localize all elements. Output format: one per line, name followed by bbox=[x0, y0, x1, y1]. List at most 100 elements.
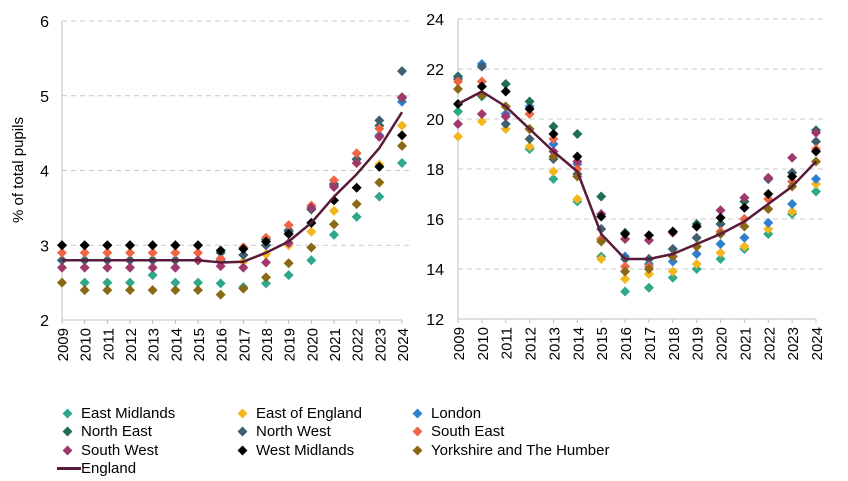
x-tick-label: 2010 bbox=[78, 328, 95, 361]
x-tick-label: 2023 bbox=[372, 328, 389, 361]
y-tick-label: 2 bbox=[40, 313, 49, 330]
marker-west-midlands bbox=[283, 229, 294, 240]
marker-south-west bbox=[715, 205, 726, 216]
marker-west-midlands bbox=[215, 245, 226, 256]
marker-east-of-england bbox=[691, 259, 702, 269]
marker-west-midlands bbox=[524, 104, 535, 114]
marker-south-west bbox=[787, 152, 798, 163]
x-tick-label: 2011 bbox=[100, 328, 117, 360]
marker-yorkshire-and-the-humber bbox=[79, 285, 90, 296]
marker-north-east bbox=[524, 96, 535, 107]
marker-south-east bbox=[283, 220, 294, 231]
marker-north-west bbox=[667, 244, 678, 254]
line-england bbox=[457, 90, 817, 261]
x-tick-label: 2011 bbox=[499, 327, 516, 359]
marker-east-of-england bbox=[306, 226, 317, 237]
marker-yorkshire-and-the-humber bbox=[125, 285, 135, 296]
marker-south-east bbox=[170, 247, 181, 258]
y-tick-label: 5 bbox=[40, 89, 49, 106]
marker-east-of-england bbox=[524, 141, 535, 152]
marker-north-west bbox=[715, 219, 726, 229]
x-tick-label: 2024 bbox=[395, 328, 412, 361]
marker-west-midlands bbox=[572, 151, 583, 162]
y-tick-label: 4 bbox=[40, 164, 49, 181]
y-tick-label: 24 bbox=[426, 12, 444, 29]
y-tick-label: 6 bbox=[40, 14, 49, 31]
x-tick-label: 2013 bbox=[546, 327, 563, 360]
marker-east-midlands bbox=[329, 229, 339, 240]
marker-london bbox=[787, 199, 798, 209]
marker-south-west bbox=[261, 257, 271, 268]
marker-yorkshire-and-the-humber bbox=[329, 219, 339, 230]
x-tick-label: 2016 bbox=[214, 328, 231, 361]
marker-south-east bbox=[79, 247, 90, 258]
x-tick-label: 2021 bbox=[327, 328, 344, 361]
marker-east-of-england bbox=[453, 131, 463, 142]
marker-east-midlands bbox=[453, 106, 463, 117]
y-tick-label: 18 bbox=[426, 162, 444, 179]
marker-south-west bbox=[215, 261, 226, 272]
marker-east-midlands bbox=[397, 158, 407, 169]
y-axis-label-left: % of total pupils bbox=[10, 117, 27, 223]
marker-east-of-england bbox=[763, 224, 774, 234]
marker-west-midlands bbox=[500, 86, 511, 97]
marker-west-midlands bbox=[351, 182, 362, 193]
x-tick-label: 2020 bbox=[304, 328, 321, 361]
x-tick-label: 2017 bbox=[642, 327, 659, 360]
marker-east-midlands bbox=[620, 286, 631, 297]
marker-east-of-england bbox=[739, 241, 750, 252]
marker-north-west bbox=[691, 232, 702, 243]
marker-west-midlands bbox=[739, 202, 750, 213]
x-tick-label: 2017 bbox=[236, 328, 253, 361]
marker-yorkshire-and-the-humber bbox=[170, 285, 181, 296]
marker-south-east bbox=[329, 175, 339, 186]
marker-west-midlands bbox=[193, 240, 203, 251]
marker-south-west bbox=[306, 202, 317, 213]
marker-east-of-england bbox=[667, 266, 678, 277]
marker-south-west bbox=[476, 109, 487, 119]
marker-yorkshire-and-the-humber bbox=[215, 289, 226, 300]
marker-west-midlands bbox=[261, 236, 271, 247]
marker-east-midlands bbox=[102, 277, 113, 288]
x-tick-label: 2009 bbox=[55, 328, 72, 361]
marker-east-midlands bbox=[667, 272, 678, 283]
marker-yorkshire-and-the-humber bbox=[238, 283, 249, 294]
marker-north-west bbox=[238, 249, 249, 260]
marker-west-midlands bbox=[102, 240, 113, 251]
x-tick-label: 2012 bbox=[523, 327, 540, 360]
y-tick-label: 22 bbox=[426, 62, 444, 79]
marker-west-midlands bbox=[238, 243, 249, 254]
marker-east-of-england bbox=[329, 205, 339, 216]
marker-south-east bbox=[125, 247, 135, 258]
marker-yorkshire-and-the-humber bbox=[596, 236, 607, 247]
marker-east-midlands bbox=[811, 186, 821, 197]
marker-west-midlands bbox=[787, 171, 798, 182]
marker-west-midlands bbox=[125, 240, 135, 251]
marker-south-west bbox=[374, 131, 385, 142]
marker-east-midlands bbox=[170, 277, 181, 288]
marker-east-midlands bbox=[261, 278, 271, 289]
marker-south-east bbox=[147, 247, 158, 258]
marker-south-west bbox=[238, 262, 249, 273]
marker-yorkshire-and-the-humber bbox=[643, 264, 654, 274]
x-tick-label: 2010 bbox=[475, 327, 492, 360]
marker-east-midlands bbox=[374, 191, 385, 202]
marker-south-east bbox=[453, 76, 463, 87]
marker-east-of-england bbox=[572, 194, 583, 204]
marker-east-midlands bbox=[715, 254, 726, 264]
marker-north-east bbox=[572, 129, 583, 139]
marker-north-east bbox=[596, 191, 607, 202]
marker-west-midlands bbox=[620, 229, 631, 239]
x-tick-label: 2012 bbox=[123, 328, 140, 361]
marker-south-west bbox=[739, 192, 750, 203]
marker-yorkshire-and-the-humber bbox=[374, 177, 385, 188]
marker-south-west bbox=[453, 119, 463, 129]
marker-yorkshire-and-the-humber bbox=[306, 242, 317, 253]
marker-yorkshire-and-the-humber bbox=[283, 258, 294, 269]
marker-east-of-england bbox=[596, 254, 607, 264]
marker-west-midlands bbox=[397, 130, 407, 141]
marker-east-midlands bbox=[643, 282, 654, 293]
marker-south-west bbox=[351, 158, 362, 169]
marker-west-midlands bbox=[57, 240, 67, 251]
marker-west-midlands bbox=[715, 212, 726, 223]
